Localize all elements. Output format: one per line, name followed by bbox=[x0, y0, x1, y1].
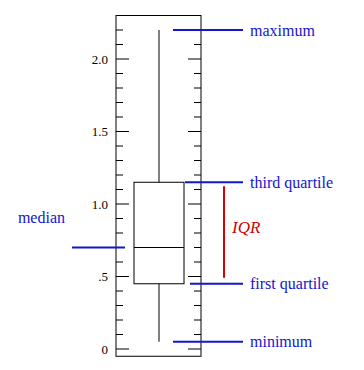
minor-tick bbox=[194, 233, 201, 234]
minor-tick bbox=[194, 102, 201, 103]
minor-tick bbox=[116, 102, 123, 103]
annotation-line bbox=[173, 29, 243, 31]
iqr-box bbox=[134, 182, 184, 284]
minor-tick bbox=[116, 233, 123, 234]
major-tick bbox=[188, 276, 201, 277]
minor-tick bbox=[116, 291, 123, 292]
iqr-line bbox=[223, 186, 225, 278]
tick-label: 2.0 bbox=[92, 52, 108, 67]
minor-tick bbox=[194, 291, 201, 292]
iqr-label: IQR bbox=[231, 218, 261, 237]
annotation-line bbox=[173, 341, 243, 343]
major-tick bbox=[116, 59, 129, 60]
major-tick bbox=[188, 204, 201, 205]
tick-label: 1.5 bbox=[92, 124, 108, 139]
minor-tick bbox=[116, 189, 123, 190]
major-tick bbox=[188, 131, 201, 132]
chart: 0 .5 1.0 1.5 2.0 maximum third quartile first q… bbox=[0, 0, 364, 370]
tick-label: .5 bbox=[98, 269, 108, 284]
median-line bbox=[134, 247, 184, 248]
major-tick bbox=[116, 204, 129, 205]
minor-tick bbox=[116, 320, 123, 321]
minor-tick bbox=[116, 175, 123, 176]
annotation-label: minimum bbox=[250, 333, 313, 350]
minor-tick bbox=[194, 247, 201, 248]
minor-tick bbox=[116, 334, 123, 335]
minor-tick bbox=[194, 44, 201, 45]
minor-tick bbox=[116, 73, 123, 74]
minor-tick bbox=[194, 160, 201, 161]
minor-tick bbox=[116, 218, 123, 219]
minor-tick bbox=[116, 146, 123, 147]
upper-whisker bbox=[159, 30, 160, 182]
minor-tick bbox=[116, 305, 123, 306]
minor-tick bbox=[116, 117, 123, 118]
minor-tick bbox=[194, 175, 201, 176]
minor-tick bbox=[194, 146, 201, 147]
box-plot bbox=[134, 30, 184, 342]
chart-root: 0 .5 1.0 1.5 2.0 maximum third quartile first q… bbox=[0, 0, 364, 370]
major-tick bbox=[116, 276, 129, 277]
minor-tick bbox=[194, 262, 201, 263]
minor-tick bbox=[194, 73, 201, 74]
minor-tick bbox=[194, 218, 201, 219]
plot-frame bbox=[116, 16, 201, 357]
major-tick bbox=[188, 349, 201, 350]
minor-tick bbox=[194, 117, 201, 118]
annotation-line bbox=[72, 247, 125, 249]
minor-tick bbox=[116, 30, 123, 31]
minor-tick bbox=[116, 262, 123, 263]
annotation-line bbox=[190, 283, 243, 285]
annotation-label: third quartile bbox=[250, 174, 333, 192]
lower-whisker bbox=[159, 284, 160, 342]
annotation-label: first quartile bbox=[250, 275, 329, 293]
minor-tick bbox=[194, 305, 201, 306]
major-tick bbox=[116, 131, 129, 132]
minor-tick bbox=[116, 160, 123, 161]
minor-tick bbox=[194, 334, 201, 335]
minor-tick bbox=[194, 189, 201, 190]
annotation-label: maximum bbox=[250, 22, 315, 39]
annotation-line bbox=[185, 181, 243, 183]
tick-label: 1.0 bbox=[92, 197, 108, 212]
major-tick bbox=[116, 349, 129, 350]
tick-label: 0 bbox=[102, 342, 109, 357]
minor-tick bbox=[194, 88, 201, 89]
minor-tick bbox=[194, 320, 201, 321]
minor-tick bbox=[116, 44, 123, 45]
annotation-label: median bbox=[18, 209, 65, 226]
minor-tick bbox=[116, 88, 123, 89]
major-tick bbox=[188, 59, 201, 60]
